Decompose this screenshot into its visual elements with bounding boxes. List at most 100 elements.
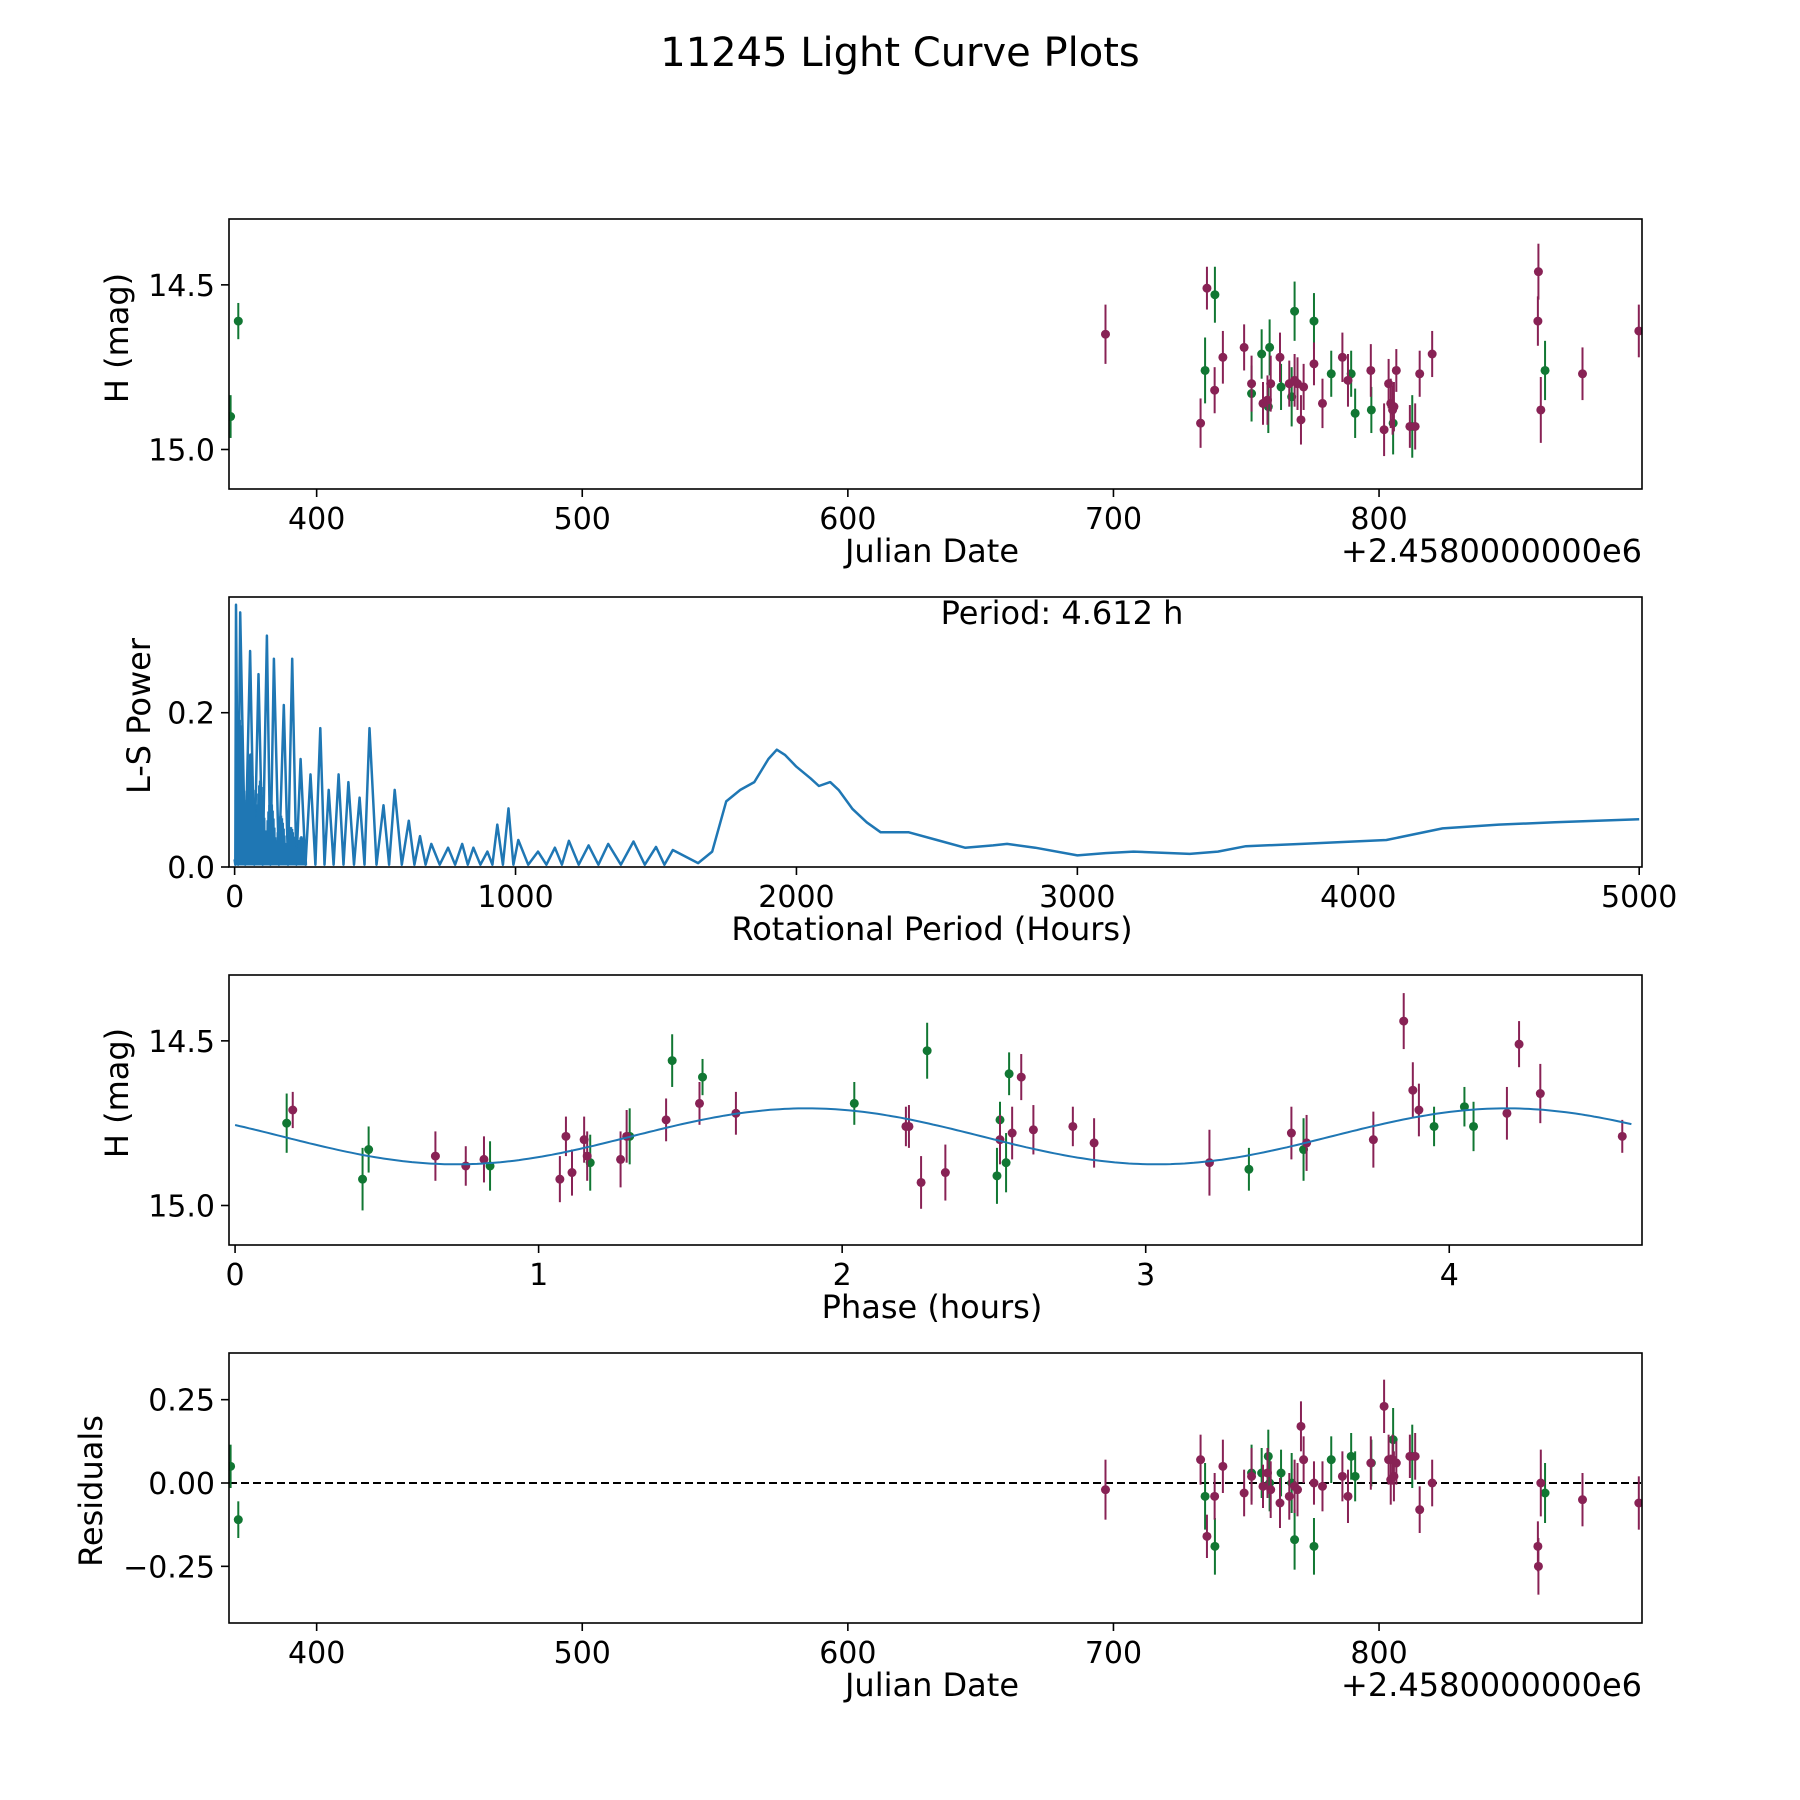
x-tick-label: 1 [529, 1258, 548, 1293]
x-tick-label: 4000 [1320, 880, 1396, 915]
maroon-data-point [1535, 1089, 1545, 1099]
green-data-point [849, 1098, 859, 1108]
x-tick-label: 700 [1085, 502, 1142, 537]
green-data-point [229, 412, 236, 422]
maroon-data-point [1399, 1016, 1409, 1026]
maroon-data-point [1427, 349, 1437, 359]
maroon-data-point [1299, 382, 1309, 392]
maroon-data-point [1239, 1488, 1249, 1498]
maroon-data-point [1533, 267, 1543, 277]
green-data-point [922, 1046, 932, 1056]
residuals-xlabel: Julian Date [843, 1666, 1019, 1704]
maroon-data-point [1343, 375, 1353, 385]
maroon-data-point [461, 1161, 471, 1171]
maroon-data-point [1299, 1455, 1309, 1465]
x-tick-label: 5000 [1601, 880, 1677, 915]
maroon-data-point [1202, 1531, 1212, 1541]
maroon-data-point [1502, 1108, 1512, 1118]
maroon-data-point [1068, 1121, 1078, 1131]
x-tick-label: 600 [819, 1636, 876, 1671]
maroon-data-point [1218, 352, 1228, 362]
maroon-data-point [694, 1098, 704, 1108]
green-data-point [233, 316, 243, 326]
green-data-point [1469, 1121, 1479, 1131]
x-tick-label: 400 [288, 502, 345, 537]
residuals-ylabel: Residuals [72, 1415, 110, 1567]
maroon-data-point [661, 1115, 671, 1125]
maroon-data-point [616, 1154, 626, 1164]
x-tick-label: 700 [1085, 1636, 1142, 1671]
maroon-data-point [561, 1131, 571, 1141]
x-tick-label: 2000 [758, 880, 834, 915]
maroon-data-point [1210, 385, 1220, 395]
maroon-data-point [1379, 425, 1389, 435]
green-data-point [1350, 1471, 1360, 1481]
green-data-point [1459, 1102, 1469, 1112]
x-tick-label: 3 [1136, 1258, 1155, 1293]
maroon-data-point [916, 1177, 926, 1187]
x-tick-label: 2 [833, 1258, 852, 1293]
green-data-point [1210, 290, 1220, 300]
maroon-data-point [1196, 1455, 1206, 1465]
phased-plot-area [234, 993, 1632, 1211]
green-data-point [1326, 369, 1336, 379]
green-data-point [1276, 1468, 1286, 1478]
maroon-data-point [1368, 1135, 1378, 1145]
green-data-point [1346, 1451, 1356, 1461]
maroon-data-point [1427, 1478, 1437, 1488]
maroon-data-point [1202, 283, 1212, 293]
maroon-data-point [1089, 1138, 1099, 1148]
x-tick-label: 3000 [1039, 880, 1115, 915]
x-tick-label: 800 [1350, 1636, 1407, 1671]
maroon-data-point [1408, 1085, 1418, 1095]
maroon-data-point [1536, 405, 1546, 415]
x-tick-label: 4 [1440, 1258, 1459, 1293]
maroon-data-point [1533, 1561, 1543, 1571]
maroon-data-point [1007, 1128, 1017, 1138]
maroon-data-point [940, 1168, 950, 1178]
green-data-point [1309, 1541, 1319, 1551]
green-data-point [1276, 382, 1286, 392]
maroon-data-point [1275, 352, 1285, 362]
green-data-point [1210, 1541, 1220, 1551]
maroon-data-point [1296, 415, 1306, 425]
maroon-data-point [1634, 1498, 1642, 1508]
maroon-data-point [1415, 369, 1425, 379]
green-data-point [1265, 342, 1275, 352]
periodogram-xlabel: Rotational Period (Hours) [731, 910, 1132, 948]
maroon-data-point [1578, 1495, 1588, 1505]
maroon-data-point [1410, 421, 1420, 431]
maroon-data-point [1258, 1481, 1268, 1491]
maroon-data-point [1617, 1131, 1627, 1141]
maroon-data-point [1337, 1471, 1347, 1481]
maroon-data-point [479, 1154, 489, 1164]
maroon-data-point [1210, 1491, 1220, 1501]
y-tick-label: 0.25 [148, 1384, 215, 1419]
lightcurve-xlabel: Julian Date [843, 532, 1019, 570]
maroon-data-point [1196, 418, 1206, 428]
x-tick-label: 1000 [477, 880, 553, 915]
maroon-data-point [1379, 1401, 1389, 1411]
maroon-data-point [288, 1105, 298, 1115]
green-data-point [1200, 1491, 1210, 1501]
green-data-point [1309, 316, 1319, 326]
maroon-data-point [1391, 365, 1401, 375]
period-annotation: Period: 4.612 h [941, 594, 1184, 632]
x-tick-label: 500 [554, 502, 611, 537]
maroon-data-point [1317, 398, 1327, 408]
maroon-data-point [1293, 1485, 1303, 1495]
maroon-data-point [1389, 402, 1399, 412]
green-data-point [1257, 349, 1267, 359]
green-data-point [1200, 365, 1210, 375]
maroon-data-point [1337, 352, 1347, 362]
x-tick-label: 500 [554, 1636, 611, 1671]
lightcurve-axes-frame [228, 218, 1643, 490]
residuals-panel: Julian Date Residuals +2.4580000000e6 40… [72, 1352, 1643, 1704]
green-data-point [1366, 405, 1376, 415]
x-tick-label: 600 [819, 502, 876, 537]
periodogram-ylabel: L-S Power [120, 637, 158, 794]
maroon-data-point [1366, 1458, 1376, 1468]
lightcurve-plot-area [229, 243, 1642, 458]
green-data-point [282, 1118, 292, 1128]
